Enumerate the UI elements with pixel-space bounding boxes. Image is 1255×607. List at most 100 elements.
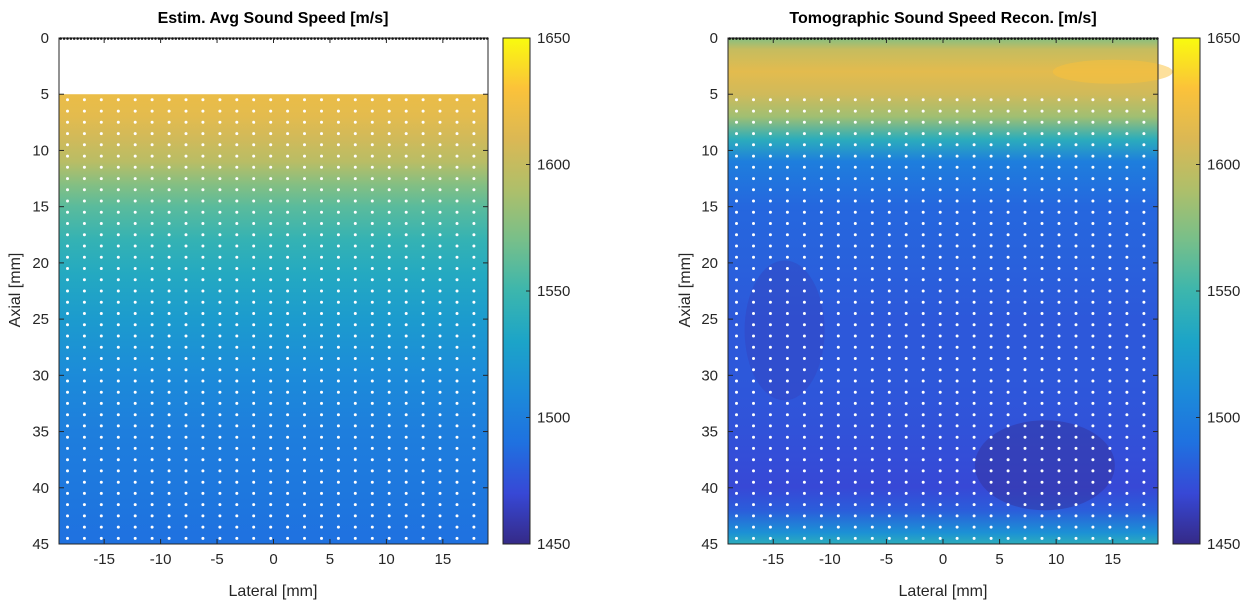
sample-point [353, 379, 357, 383]
sample-point [184, 98, 188, 102]
sample-point [921, 480, 925, 484]
sample-point [1040, 267, 1044, 270]
sample-point [819, 199, 823, 203]
sample-point [387, 267, 391, 270]
sample-point [99, 435, 103, 439]
sample-point [133, 435, 137, 439]
sample-point [1057, 413, 1061, 417]
sample-point [1074, 210, 1078, 214]
sample-point [201, 334, 205, 338]
sample-point [1074, 222, 1078, 225]
sample-point [921, 368, 925, 372]
sample-point [1006, 109, 1010, 113]
sample-point [887, 278, 891, 282]
sample-point [150, 345, 154, 349]
sample-point [353, 401, 357, 405]
sample-point [972, 222, 976, 225]
sample-point [218, 255, 222, 259]
sample-point [1023, 503, 1027, 507]
sample-point [735, 188, 738, 192]
sample-point [150, 267, 154, 270]
y-tick-label: 30 [32, 367, 49, 384]
colorbar-tick-label: 1650 [537, 30, 570, 47]
sample-point [387, 446, 391, 450]
sample-point [66, 323, 69, 327]
sample-point [938, 413, 942, 417]
sample-point [269, 132, 273, 136]
sample-point [1040, 536, 1044, 540]
sample-point [404, 446, 408, 450]
sample-point [82, 244, 86, 248]
sample-point [752, 525, 755, 529]
sample-point [370, 98, 374, 102]
sample-point [972, 480, 976, 484]
sample-point [252, 98, 256, 102]
sample-point [752, 413, 755, 417]
y-tick-label: 20 [701, 255, 718, 272]
sample-point [303, 334, 306, 338]
sample-point [1125, 514, 1129, 518]
sample-point [387, 120, 391, 124]
sample-point [1023, 446, 1027, 450]
sample-point [735, 514, 738, 518]
sample-point [1006, 446, 1010, 450]
sample-point [82, 446, 86, 450]
sample-point [853, 154, 857, 158]
sample-point [269, 312, 273, 315]
sample-point [1108, 401, 1112, 405]
sample-point [269, 143, 273, 147]
sample-point [853, 401, 857, 405]
sample-point [1091, 334, 1095, 338]
sample-point [201, 199, 205, 203]
sample-point [320, 120, 323, 124]
sample-point [184, 109, 188, 113]
sample-point [167, 120, 171, 124]
sample-point [785, 278, 789, 282]
sample-point [802, 109, 806, 113]
sample-point [1108, 210, 1112, 214]
sample-point [167, 233, 171, 237]
sample-point [66, 536, 69, 540]
sample-point [802, 98, 806, 102]
sample-point [438, 334, 442, 338]
sample-point [752, 300, 755, 304]
sample-point [989, 267, 993, 270]
sample-point [286, 503, 290, 507]
sample-point [269, 244, 273, 248]
sample-point [1023, 536, 1027, 540]
sample-point [1091, 368, 1095, 372]
sample-point [819, 289, 823, 293]
sample-point [1108, 345, 1112, 349]
sample-point [370, 390, 374, 394]
sample-point [955, 267, 959, 270]
sample-point [82, 469, 86, 473]
sample-point [768, 446, 772, 450]
sample-point [201, 312, 205, 315]
sample-point [336, 98, 340, 102]
sample-point [1023, 368, 1027, 372]
sample-point [802, 289, 806, 293]
sample-point [235, 312, 239, 315]
sample-point [904, 143, 908, 147]
sample-point [387, 323, 391, 327]
sample-point [904, 98, 908, 102]
sample-point [853, 233, 857, 237]
sample-point [472, 480, 476, 484]
sample-point [785, 525, 789, 529]
sample-point [1142, 188, 1146, 192]
sample-point [133, 357, 137, 360]
sample-point [167, 188, 171, 192]
sample-point [887, 368, 891, 372]
sample-point [116, 357, 120, 360]
sample-point [955, 154, 959, 158]
sample-point [904, 413, 908, 417]
sample-point [768, 278, 772, 282]
sample-point [1023, 222, 1027, 225]
sample-point [836, 503, 840, 507]
sample-point [133, 222, 137, 225]
sample-point [269, 210, 273, 214]
sample-point [1142, 390, 1146, 394]
sample-point [116, 143, 120, 147]
sample-point [955, 401, 959, 405]
sample-point [1023, 210, 1027, 214]
